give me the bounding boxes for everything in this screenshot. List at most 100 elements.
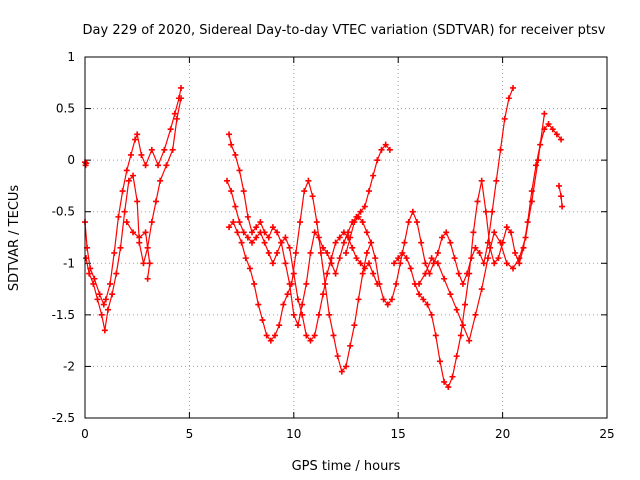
data-point xyxy=(484,255,491,262)
data-point xyxy=(340,239,347,246)
data-point xyxy=(123,219,130,226)
data-point xyxy=(340,229,347,236)
y-tick-label: -1 xyxy=(63,256,75,270)
data-point xyxy=(497,239,504,246)
data-point xyxy=(102,296,109,303)
data-point xyxy=(138,151,145,158)
data-point xyxy=(422,270,429,277)
data-point xyxy=(482,208,489,215)
data-point xyxy=(351,219,358,226)
data-point xyxy=(334,353,341,360)
series-s1 xyxy=(82,84,185,308)
data-point xyxy=(169,146,176,153)
data-point xyxy=(130,172,137,179)
data-point xyxy=(142,162,149,169)
data-point xyxy=(157,177,164,184)
data-point xyxy=(140,260,147,267)
data-point xyxy=(311,229,318,236)
data-point xyxy=(382,141,389,148)
data-point xyxy=(83,160,90,167)
data-point xyxy=(117,244,124,251)
data-point xyxy=(274,229,281,236)
data-point xyxy=(278,239,285,246)
data-point xyxy=(522,234,529,241)
data-point xyxy=(424,301,431,308)
data-point xyxy=(336,234,343,241)
data-point xyxy=(466,337,473,344)
data-point xyxy=(462,301,469,308)
data-point xyxy=(353,255,360,262)
series-s5 xyxy=(226,131,393,329)
data-point xyxy=(372,255,379,262)
data-point xyxy=(297,219,304,226)
data-point xyxy=(246,265,253,272)
data-point xyxy=(315,311,322,318)
x-tick-label: 20 xyxy=(495,427,510,441)
data-point xyxy=(495,255,502,262)
data-point xyxy=(134,131,141,138)
data-point xyxy=(269,224,276,231)
y-tick-label: 1 xyxy=(67,50,75,64)
data-point xyxy=(171,110,178,117)
data-point xyxy=(109,291,116,298)
data-point xyxy=(292,249,299,256)
data-point xyxy=(470,229,477,236)
data-point xyxy=(361,265,368,272)
data-point xyxy=(332,270,339,277)
data-point xyxy=(83,255,90,262)
data-point xyxy=(336,255,343,262)
data-point xyxy=(284,291,291,298)
data-point xyxy=(134,198,141,205)
data-point xyxy=(397,260,404,267)
data-point xyxy=(125,177,132,184)
data-point xyxy=(311,332,318,339)
data-point xyxy=(226,224,233,231)
data-point xyxy=(144,275,151,282)
data-point xyxy=(361,203,368,210)
x-axis-label: GPS time / hours xyxy=(292,459,401,474)
data-point xyxy=(347,342,354,349)
data-point xyxy=(474,198,481,205)
data-point xyxy=(257,219,264,226)
data-point xyxy=(447,291,454,298)
data-point xyxy=(403,255,410,262)
data-point xyxy=(516,260,523,267)
data-point xyxy=(328,255,335,262)
data-point xyxy=(558,136,565,143)
data-point xyxy=(282,260,289,267)
data-point xyxy=(313,219,320,226)
data-point xyxy=(478,177,485,184)
data-point xyxy=(368,239,375,246)
data-point xyxy=(251,280,258,287)
series-trace xyxy=(418,113,545,343)
data-point xyxy=(455,270,462,277)
data-point xyxy=(434,249,441,256)
y-tick-label: -1.5 xyxy=(52,308,75,322)
data-point xyxy=(91,275,98,282)
data-point xyxy=(155,162,162,169)
data-point xyxy=(261,239,268,246)
data-point xyxy=(501,115,508,122)
data-point xyxy=(399,249,406,256)
data-point xyxy=(391,260,398,267)
data-point xyxy=(541,110,548,117)
data-point xyxy=(286,244,293,251)
data-point xyxy=(228,141,235,148)
data-point xyxy=(384,301,391,308)
data-point xyxy=(378,146,385,153)
data-point xyxy=(100,301,107,308)
data-point xyxy=(326,311,333,318)
data-point xyxy=(90,280,97,287)
data-point xyxy=(223,177,230,184)
data-point xyxy=(512,249,519,256)
data-point xyxy=(422,260,429,267)
data-point xyxy=(453,306,460,313)
data-point xyxy=(338,368,345,375)
y-tick-label: 0.5 xyxy=(56,102,75,116)
data-point xyxy=(393,280,400,287)
data-point xyxy=(253,224,260,231)
data-point xyxy=(96,291,103,298)
data-point xyxy=(459,322,466,329)
series-s7 xyxy=(223,177,381,344)
